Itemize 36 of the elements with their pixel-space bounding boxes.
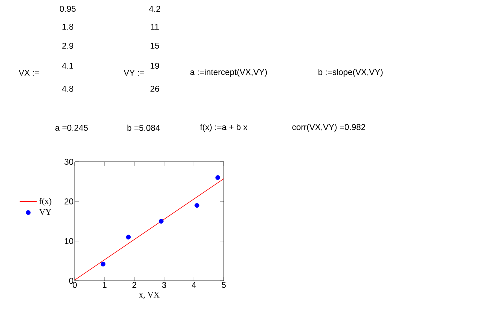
text: 19 [150, 63, 160, 69]
y-tick-label: 30 [64, 159, 74, 165]
text: 4.8 [62, 86, 74, 92]
y-tick-label: 10 [65, 238, 74, 244]
x-tick-label: 4 [192, 282, 196, 288]
y-tick-label: 0 [69, 278, 74, 284]
text: 2.9 [62, 43, 74, 49]
x-tick-label: 5 [222, 282, 226, 288]
x-tick-label: 3 [162, 282, 166, 288]
y-tick-label: 20 [64, 198, 74, 205]
x-tick-label: 2 [132, 282, 137, 288]
text: 26 [150, 86, 160, 92]
point [100, 262, 106, 267]
text: 4.1 [62, 63, 74, 69]
text: f(x) :=a + b x [200, 124, 248, 132]
point [159, 219, 164, 224]
text: 1.8 [62, 24, 74, 30]
text: 11 [151, 24, 159, 30]
text: a :=intercept(VX,VY) [190, 69, 268, 77]
x-tick-label: 0 [72, 282, 78, 288]
point [216, 175, 220, 180]
text: a =0.245 [56, 125, 88, 131]
text: b :=slope(VX,VY) [318, 69, 383, 77]
point [126, 234, 132, 240]
legend-label: f(x) [40, 198, 52, 206]
text: VY := [124, 70, 144, 76]
text: VX := [18, 70, 40, 76]
text: corr(VX,VY) =0.982 [292, 124, 366, 132]
text: 4.2 [149, 6, 160, 12]
point [194, 203, 200, 208]
legend-label: VY [40, 209, 52, 216]
x-tick-label: 1 [103, 282, 107, 288]
text: 15 [150, 43, 160, 49]
x-axis-title: x, VX [139, 292, 160, 300]
text: b =5.084 [128, 124, 160, 132]
text: 0.95 [60, 6, 76, 12]
